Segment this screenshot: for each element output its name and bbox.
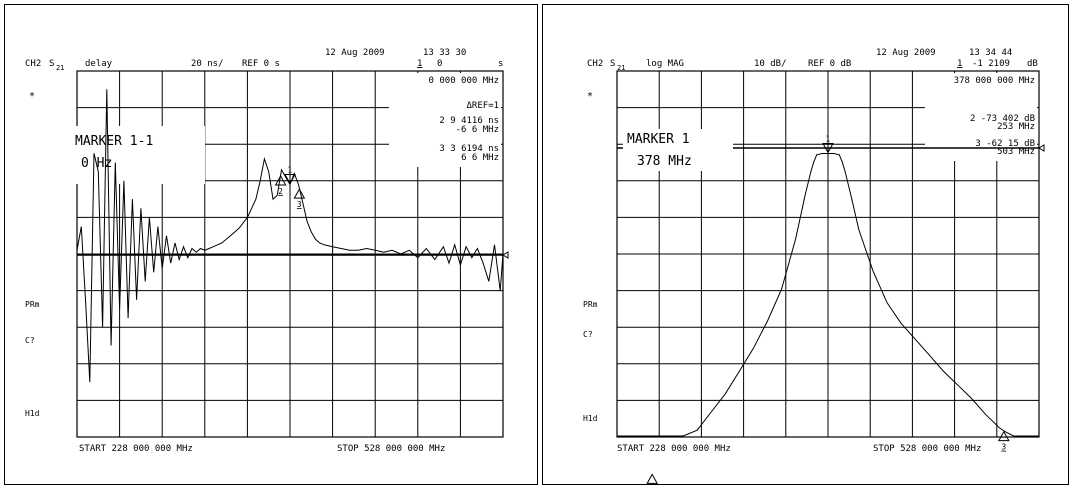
left-header: CH2 S 21 delay 20 ns/ REF 0 s 12 Aug 200… <box>25 48 503 72</box>
param-label: S <box>610 59 615 69</box>
marker-list-backing <box>389 73 501 167</box>
prm-label: PRm <box>25 300 40 309</box>
marker-list-line: 253 MHz <box>997 122 1035 132</box>
left-marker-symbols: 1 2 3 <box>274 165 306 209</box>
channel-label: CH2 <box>587 59 603 69</box>
marker-1-label: 1 <box>826 134 831 143</box>
time-label: 13 33 30 <box>423 48 466 58</box>
marker-list-backing <box>925 73 1037 161</box>
marker-list-line: ΔREF=1 <box>466 101 499 111</box>
active-marker-value: -1 2109 <box>972 59 1010 69</box>
start-label: START 228 000 000 MHz <box>617 444 731 454</box>
marker-readout-title: MARKER 1-1 <box>75 134 153 149</box>
marker-3-label: 3 <box>1001 443 1006 452</box>
left-chart-svg: CH2 S 21 delay 20 ns/ REF 0 s 12 Aug 200… <box>25 48 509 454</box>
start-label: START 228 000 000 MHz <box>79 444 193 454</box>
channel-label: CH2 <box>25 59 41 69</box>
param-subscript: 21 <box>56 64 64 72</box>
correction-label: C? <box>25 336 35 345</box>
left-side-labels: * PRm C? H1d <box>25 91 40 418</box>
star-label: * <box>587 91 593 102</box>
marker-3-icon <box>293 188 306 199</box>
left-instrument-panel: CH2 S 21 delay 20 ns/ REF 0 s 12 Aug 200… <box>4 4 538 485</box>
format-label: log MAG <box>646 59 684 69</box>
reference-pointer-icon <box>1038 144 1045 152</box>
ref-label: REF 0 dB <box>808 59 851 69</box>
marker-list-line: -6 6 MHz <box>456 125 499 135</box>
marker-list-line: 0 000 000 MHz <box>429 76 499 86</box>
hold-label: H1d <box>25 409 40 418</box>
param-label: S <box>49 59 54 69</box>
marker-1-label: 1 <box>288 165 293 174</box>
format-label: delay <box>85 59 113 69</box>
marker-list-line: 2 -73 402 dB <box>970 114 1035 124</box>
marker-list-line: 3 -62 15 dB <box>975 139 1035 149</box>
marker-list-line: 378 000 000 MHz <box>954 76 1035 86</box>
right-side-labels: * PRm C? H1d <box>583 91 598 423</box>
stop-label: STOP 528 000 000 MHz <box>873 444 981 454</box>
active-marker-unit: s <box>498 59 503 69</box>
time-label: 13 34 44 <box>969 48 1012 58</box>
marker-3-label: 3 <box>297 200 302 209</box>
stop-label: STOP 528 000 000 MHz <box>337 444 445 454</box>
marker-1-icon <box>822 142 834 154</box>
prm-label: PRm <box>583 300 598 309</box>
scale-label: 20 ns/ <box>191 59 224 69</box>
marker-readout-box <box>623 129 733 171</box>
ref-label: REF 0 s <box>242 59 280 69</box>
marker-list-line: 3 3 6194 ns <box>439 144 499 154</box>
marker-2-label: 2 <box>650 485 655 486</box>
left-marker-list: 0 000 000 MHz ΔREF=1 2 9 4116 ns-6 6 MHz 3 … <box>389 73 501 167</box>
hold-label: H1d <box>583 414 598 423</box>
marker-1-icon <box>284 173 296 185</box>
date-label: 12 Aug 2009 <box>325 48 385 58</box>
marker-readout-value: 378 MHz <box>637 154 692 169</box>
marker-2-label: 2 <box>278 187 283 196</box>
marker-readout-title: MARKER 1 <box>627 132 690 147</box>
reference-pointer-icon <box>502 251 509 259</box>
active-marker-value: 0 <box>437 59 442 69</box>
marker-list-line: 503 MHz <box>997 147 1035 157</box>
marker-readout-box <box>69 126 205 184</box>
marker-3-icon <box>997 430 1010 442</box>
delay-trace <box>76 89 504 383</box>
marker-list-line: 6 6 MHz <box>461 153 499 163</box>
marker-2-icon <box>274 174 287 186</box>
correction-label: C? <box>583 330 593 339</box>
scale-label: 10 dB/ <box>754 59 787 69</box>
marker-2-icon <box>646 473 659 484</box>
param-subscript: 21 <box>617 64 625 72</box>
marker-list-line: 2 9 4116 ns <box>439 116 499 126</box>
right-instrument-panel: CH2 S 21 log MAG 10 dB/ REF 0 dB 12 Aug … <box>542 4 1069 486</box>
right-marker-symbols: 1 2 3 <box>646 134 1010 486</box>
active-marker-number: 1 <box>417 59 422 69</box>
active-marker-number: 1 <box>957 59 962 69</box>
date-label: 12 Aug 2009 <box>876 48 936 58</box>
active-marker-unit: dB <box>1027 59 1038 69</box>
star-label: * <box>29 91 35 102</box>
right-header: CH2 S 21 log MAG 10 dB/ REF 0 dB 12 Aug … <box>587 48 1038 72</box>
right-chart-svg: CH2 S 21 log MAG 10 dB/ REF 0 dB 12 Aug … <box>583 48 1045 486</box>
magnitude-trace <box>617 153 1039 437</box>
